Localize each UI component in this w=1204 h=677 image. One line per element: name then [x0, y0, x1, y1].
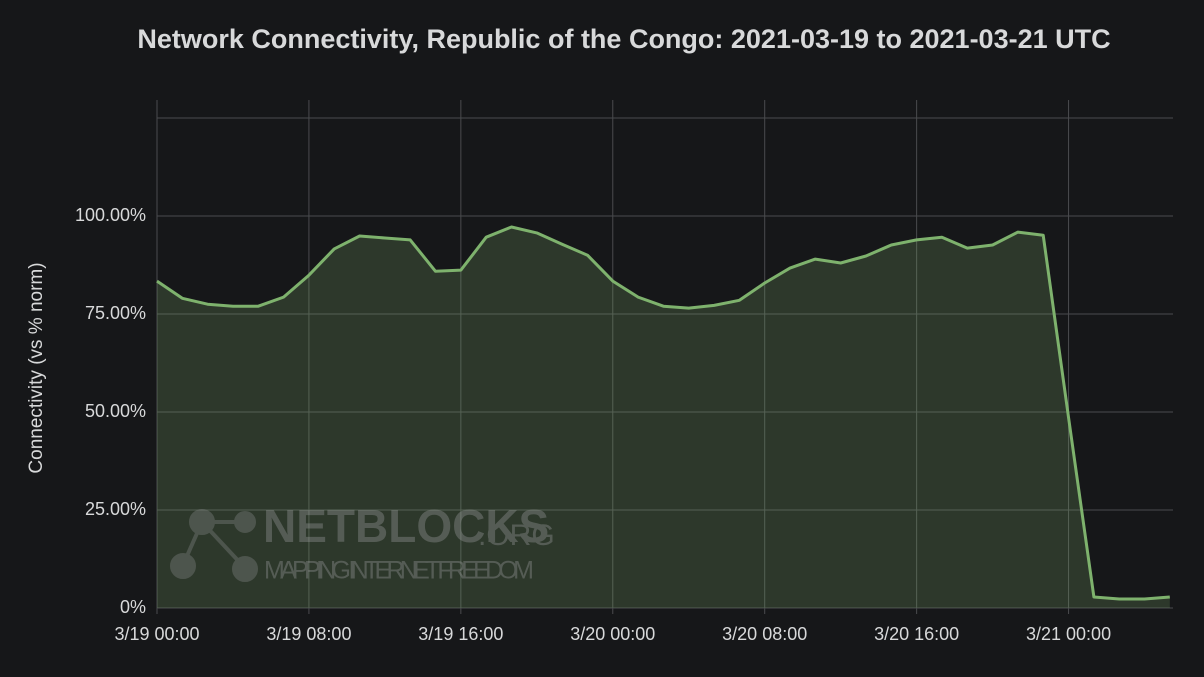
y-tick-label: 75.00%: [85, 303, 146, 323]
chart-title: Network Connectivity, Republic of the Co…: [137, 24, 1110, 54]
x-tick-label: 3/19 00:00: [114, 624, 199, 644]
watermark-brand: NETBLOCKS: [263, 500, 549, 552]
x-tick-label: 3/20 08:00: [722, 624, 807, 644]
x-tick-label: 3/20 16:00: [874, 624, 959, 644]
y-tick-label: 0%: [120, 597, 146, 617]
y-tick-label: 25.00%: [85, 499, 146, 519]
x-tick-label: 3/19 08:00: [266, 624, 351, 644]
area-fill: [157, 227, 1170, 608]
watermark-tagline: MAPPING INTERNET FREEDOM: [264, 557, 534, 585]
y-axis-label: Connectivity (vs % norm): [26, 262, 47, 473]
watermark-suffix: .ORG: [478, 519, 555, 552]
x-tick-label: 3/19 16:00: [418, 624, 503, 644]
data-line: [156, 225, 1170, 601]
x-tick-label: 3/20 00:00: [570, 624, 655, 644]
y-tick-label: 50.00%: [85, 401, 146, 421]
watermark-logo: [170, 509, 258, 582]
x-tick-label: 3/21 00:00: [1026, 624, 1111, 644]
y-tick-label: 100.00%: [75, 205, 146, 225]
watermark: NETBLOCKS .ORG MAPPING INTERNET FREEDOM: [170, 500, 555, 585]
